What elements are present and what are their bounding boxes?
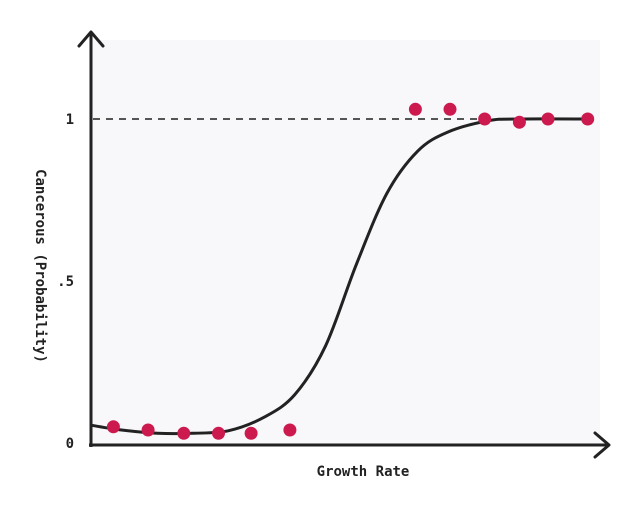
data-point: [141, 423, 155, 437]
axes: [77, 30, 611, 459]
logistic-curve: [89, 117, 593, 436]
data-point: [283, 423, 297, 437]
x-axis-title: Growth Rate: [317, 464, 410, 480]
data-point: [212, 426, 225, 440]
data-point: [541, 112, 555, 126]
data-point: [106, 420, 120, 434]
y-axis-title: Cancerous (Probability): [32, 169, 48, 363]
data-point: [512, 115, 526, 129]
y-tick-labels: 0.51: [57, 112, 74, 452]
y-axis-arrow-icon: [77, 30, 105, 48]
y-tick-label: .5: [57, 274, 74, 290]
x-axis-arrow-icon: [593, 431, 611, 459]
data-point: [478, 112, 492, 126]
y-tick-label: 1: [66, 112, 74, 128]
data-points: [106, 102, 595, 440]
y-tick-label: 0: [66, 436, 74, 452]
data-point: [443, 102, 457, 116]
data-point: [581, 112, 595, 126]
data-point: [244, 426, 258, 440]
data-point: [177, 426, 191, 440]
plot-background: [90, 40, 600, 445]
data-point: [408, 102, 422, 116]
